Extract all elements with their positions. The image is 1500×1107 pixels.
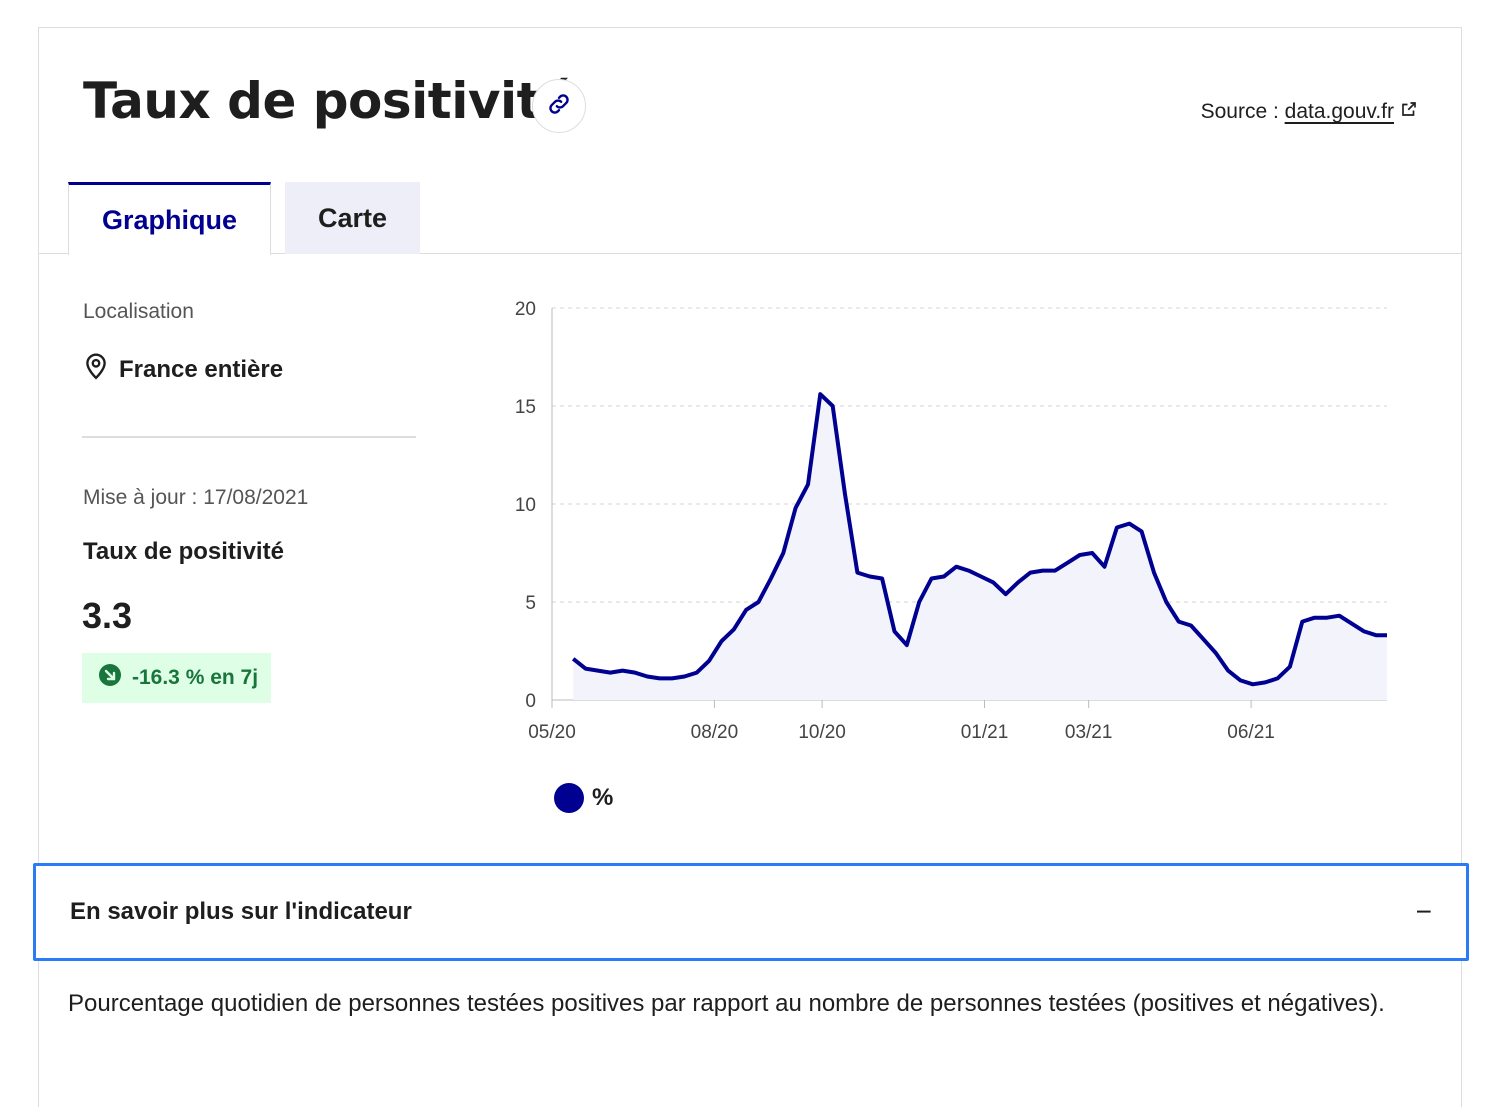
trend-text: -16.3 % en 7j <box>132 666 258 690</box>
y-tick-label: 10 <box>515 495 536 516</box>
y-tick-label: 5 <box>525 593 536 614</box>
indicator-accordion[interactable]: En savoir plus sur l'indicateur − <box>33 863 1469 961</box>
page-title: Taux de positivité <box>83 72 573 130</box>
localisation-selector[interactable]: France entière <box>83 352 283 387</box>
source: Source : data.gouv.fr <box>1201 100 1418 124</box>
legend-label: % <box>592 784 613 812</box>
indicator-value: 3.3 <box>82 595 132 637</box>
x-tick-label: 05/20 <box>528 722 576 743</box>
location-pin-icon <box>83 352 109 387</box>
legend-swatch <box>554 783 584 813</box>
trend-badge: -16.3 % en 7j <box>82 653 271 703</box>
source-link[interactable]: data.gouv.fr <box>1285 100 1394 123</box>
link-icon <box>546 91 572 122</box>
sidebar-divider <box>82 436 416 438</box>
x-tick-label: 01/21 <box>961 722 1009 743</box>
series-area <box>573 394 1387 700</box>
localisation-label: Localisation <box>83 300 194 324</box>
indicator-description: Pourcentage quotidien de personnes testé… <box>68 982 1438 1025</box>
indicator-name: Taux de positivité <box>83 538 284 566</box>
x-tick-label: 08/20 <box>691 722 739 743</box>
x-tick-label: 10/20 <box>798 722 846 743</box>
external-link-icon <box>1400 100 1418 124</box>
collapse-icon[interactable]: − <box>1416 896 1432 928</box>
x-tick-label: 03/21 <box>1065 722 1113 743</box>
source-prefix: Source : <box>1201 100 1285 123</box>
y-tick-label: 15 <box>515 397 536 418</box>
tab-graphique[interactable]: Graphique <box>68 182 271 255</box>
update-date: Mise à jour : 17/08/2021 <box>83 486 308 510</box>
chart-legend: % <box>554 783 613 813</box>
y-tick-label: 0 <box>525 691 536 712</box>
x-tick-label: 06/21 <box>1227 722 1275 743</box>
arrow-down-right-icon <box>98 663 122 693</box>
localisation-value: France entière <box>119 356 283 384</box>
y-tick-label: 20 <box>515 299 536 320</box>
accordion-title: En savoir plus sur l'indicateur <box>70 898 412 926</box>
tab-carte[interactable]: Carte <box>285 182 420 254</box>
copy-link-button[interactable] <box>532 79 586 133</box>
positivity-chart: 0 5 10 15 20 05/20 08/20 10/20 01/21 03/21 06/21 <box>490 290 1410 760</box>
